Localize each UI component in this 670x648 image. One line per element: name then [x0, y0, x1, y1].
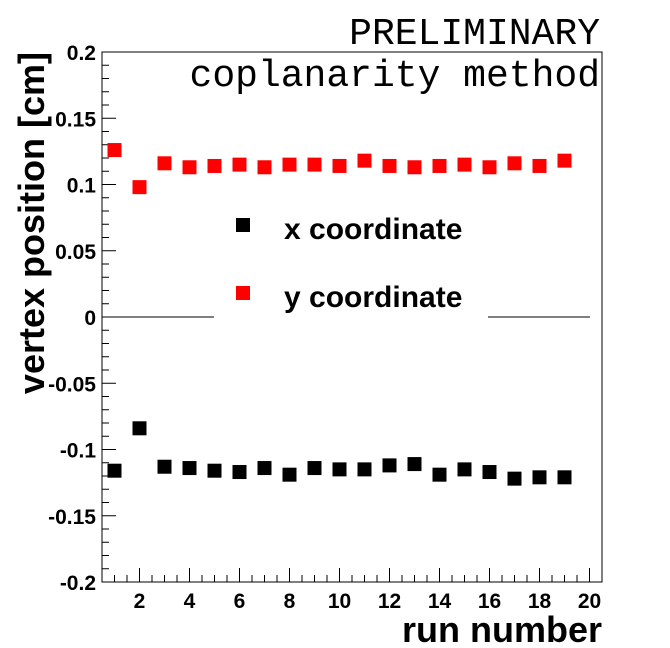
y-coordinate-point — [382, 158, 397, 173]
x-coordinate-point — [157, 459, 172, 474]
y-coordinate-point — [332, 158, 347, 173]
x-coordinate-point — [332, 462, 347, 477]
y-tick-label: -0.1 — [60, 440, 97, 463]
legend-background — [214, 210, 488, 322]
x-tick-label: 20 — [578, 590, 601, 613]
y-tick-label: -0.2 — [60, 572, 96, 595]
x-axis-label: run number — [402, 609, 602, 648]
y-coordinate-point — [507, 156, 522, 171]
y-coordinate-point — [132, 180, 147, 195]
y-coordinate-point — [182, 160, 197, 175]
x-coordinate-point — [282, 467, 297, 482]
x-coordinate-point — [457, 462, 472, 477]
chart-subtitle: coplanarity method — [190, 55, 600, 98]
y-coordinate-point — [532, 158, 547, 173]
y-coordinate-point — [232, 157, 247, 172]
x-coordinate-point — [557, 470, 572, 485]
x-coordinate-point — [532, 470, 547, 485]
y-coordinate-point — [407, 160, 422, 175]
y-coordinate-point — [482, 160, 497, 175]
x-coordinate-point — [357, 462, 372, 477]
x-tick-label: 16 — [478, 590, 501, 613]
y-coordinate-point — [257, 160, 272, 175]
x-tick-label: 14 — [428, 590, 452, 613]
x-coordinate-point — [257, 461, 272, 476]
x-axis-ticks — [114, 568, 603, 582]
y-tick-label: 0.05 — [55, 241, 96, 264]
y-coordinate-point — [307, 157, 322, 172]
legend: x coordinate y coordinate — [214, 210, 488, 322]
y-tick-label: 0.15 — [55, 108, 96, 131]
data-points — [107, 143, 572, 486]
legend-marker — [236, 218, 250, 232]
y-coordinate-point — [432, 158, 447, 173]
x-tick-label: 4 — [184, 590, 196, 613]
x-tick-label: 8 — [284, 590, 296, 613]
x-coordinate-point — [432, 467, 447, 482]
x-coordinate-point — [307, 461, 322, 476]
x-coordinate-point — [207, 463, 222, 478]
x-tick-label: 10 — [328, 590, 351, 613]
y-coordinate-point — [157, 156, 172, 171]
y-coordinate-point — [107, 143, 122, 158]
y-tick-label: -0.05 — [48, 373, 96, 396]
legend-label: x coordinate — [284, 213, 462, 246]
legend-label: y coordinate — [284, 281, 462, 314]
legend-marker — [236, 286, 250, 300]
x-coordinate-point — [507, 471, 522, 486]
y-coordinate-point — [207, 158, 222, 173]
y-tick-label: 0.2 — [67, 42, 96, 65]
x-coordinate-point — [407, 457, 422, 472]
x-tick-label: 6 — [234, 590, 246, 613]
y-tick-label: 0.1 — [67, 175, 97, 198]
x-coordinate-point — [107, 463, 122, 478]
y-axis-ticks — [102, 51, 116, 583]
y-coordinate-point — [357, 153, 372, 168]
y-tick-label: -0.15 — [48, 506, 96, 529]
x-coordinate-point — [132, 421, 147, 436]
y-coordinate-point — [282, 157, 297, 172]
y-coordinate-point — [457, 157, 472, 172]
x-coordinate-point — [382, 458, 397, 473]
x-tick-label: 2 — [134, 590, 146, 613]
x-coordinate-point — [182, 461, 197, 476]
chart-title: PRELIMINARY — [349, 13, 600, 56]
x-coordinate-point — [232, 465, 247, 480]
x-coordinate-point — [482, 465, 497, 480]
tick-labels: -0.2 -0.15 -0.1 -0.05 0 0.05 0.1 0.15 0.2 2 4 6 8 10 1… — [48, 42, 601, 613]
x-tick-label: 12 — [378, 590, 401, 613]
y-axis-label: vertex position [cm] — [11, 52, 52, 394]
y-coordinate-point — [557, 153, 572, 168]
y-tick-label: 0 — [84, 307, 96, 330]
x-tick-label: 18 — [528, 590, 552, 613]
